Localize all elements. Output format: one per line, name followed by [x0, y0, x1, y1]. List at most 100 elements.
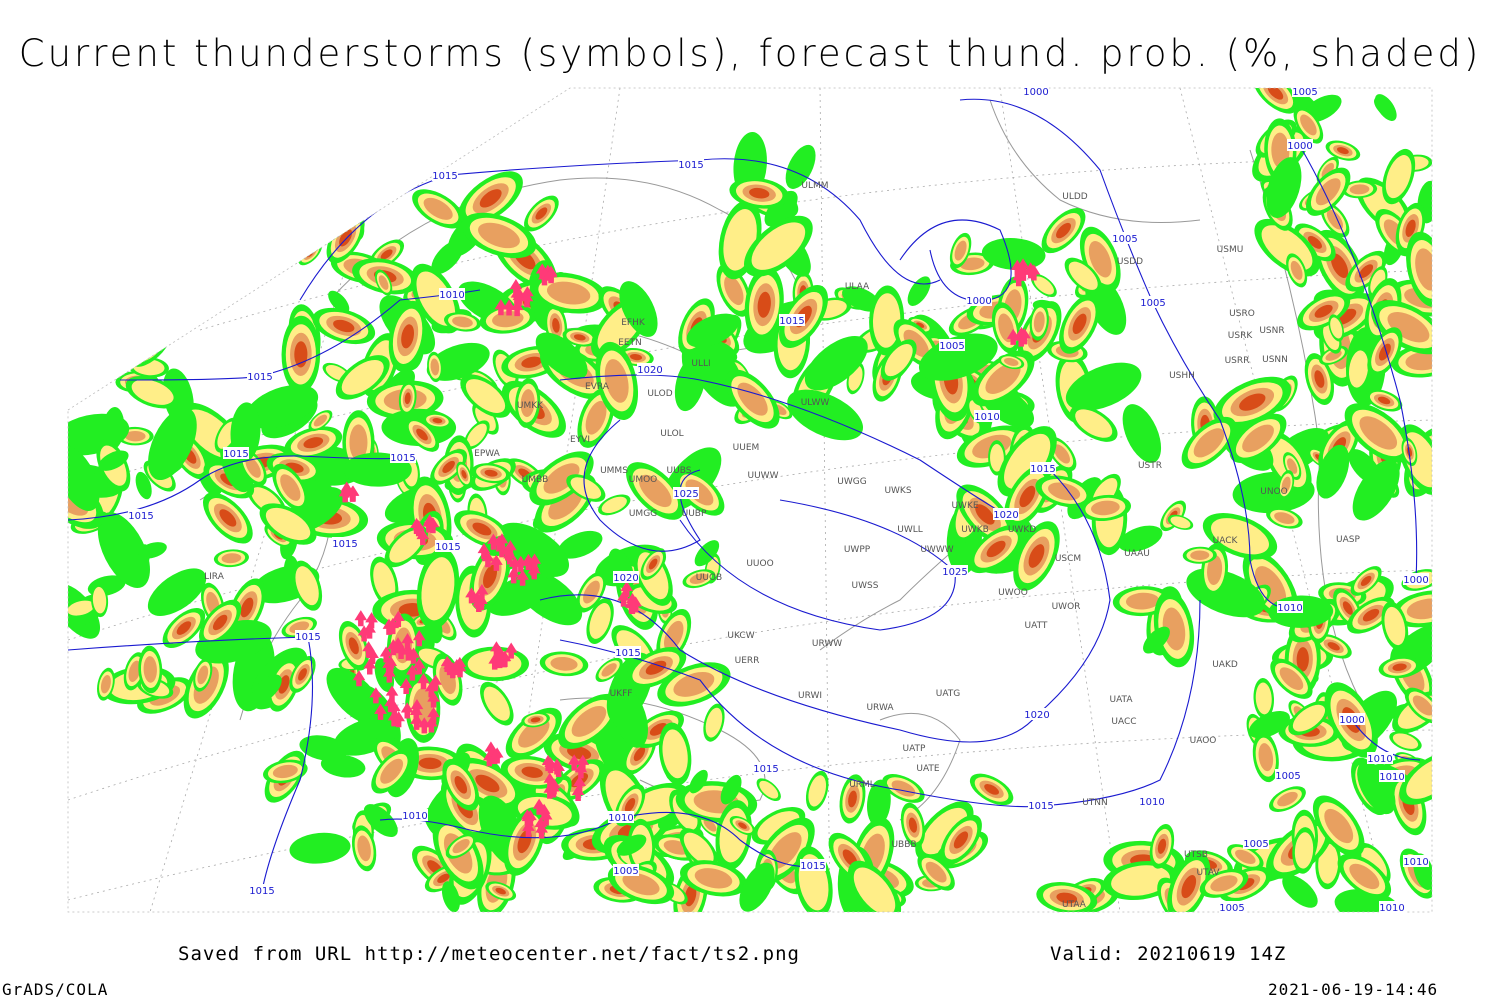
isobar-label: 1010 — [1379, 772, 1404, 783]
shade-blob — [1377, 396, 1391, 405]
isobar-label: 1015 — [615, 648, 640, 659]
shade-blob — [280, 474, 301, 501]
station-label: UTNN — [1082, 798, 1108, 808]
station-label: UWKB — [961, 525, 989, 535]
station-label: UWLL — [897, 525, 923, 535]
isobar-label: 1010 — [402, 811, 427, 822]
shade-blob — [1405, 219, 1416, 237]
shade-blob — [98, 450, 129, 471]
isobar-label: 1005 — [1275, 771, 1300, 782]
station-label: UUBS — [667, 466, 692, 476]
shade-blob — [1072, 313, 1087, 335]
station-label: UUWW — [748, 471, 779, 481]
shade-blob — [573, 334, 586, 341]
shade-blob — [1307, 235, 1322, 249]
shade-blob — [918, 333, 998, 381]
shade-blob — [601, 496, 627, 514]
shade-blob — [954, 240, 967, 261]
isobar-label: 1010 — [1403, 857, 1428, 868]
isobar-label: 1015 — [249, 886, 274, 897]
shade-blob — [1019, 485, 1036, 508]
shade-blob — [570, 477, 602, 499]
shade-blob — [148, 407, 197, 481]
shade-blob — [128, 660, 141, 682]
station-label: UAOO — [1190, 736, 1217, 746]
isobar-label: 1010 — [1277, 603, 1302, 614]
isobar-label: 1015 — [779, 316, 804, 327]
shade-blob — [100, 675, 111, 694]
shade-blob — [404, 392, 411, 405]
shade-blob — [546, 281, 591, 305]
shade-blob — [423, 197, 453, 220]
isobar-label: 1015 — [432, 171, 457, 182]
shade-blob — [638, 474, 672, 508]
shade-blob — [787, 389, 864, 441]
shade-blob — [143, 656, 157, 683]
shade-blob — [1033, 276, 1054, 295]
shade-blob — [1053, 444, 1070, 464]
station-label: USTR — [1138, 461, 1162, 471]
isobar-label: 1015 — [223, 449, 248, 460]
shade-blob — [1330, 253, 1349, 278]
station-label: UKCW — [727, 631, 754, 641]
station-label: URML — [849, 780, 875, 790]
timestamp: 2021-06-19-14:46 — [1268, 980, 1438, 999]
station-label: UWPP — [844, 545, 871, 555]
shade-blob — [645, 660, 667, 675]
shade-blob — [986, 540, 1006, 558]
shade-blob — [521, 356, 542, 368]
shade-blob — [689, 573, 709, 584]
shade-blob — [663, 620, 684, 651]
shade-blob — [97, 512, 150, 588]
station-label: UMBB — [522, 475, 549, 485]
station-label: UATE — [916, 764, 940, 774]
station-label: EVRA — [585, 382, 610, 392]
station-label: UWWW — [920, 545, 953, 555]
shade-blob — [530, 717, 541, 723]
shade-blob — [757, 291, 771, 318]
shade-blob — [1088, 241, 1112, 278]
station-label: ULWW — [801, 398, 830, 408]
station-label: UWOR — [1052, 602, 1081, 612]
shade-blob — [219, 509, 237, 527]
shade-blob — [380, 758, 404, 784]
shade-blob — [518, 719, 550, 748]
shade-blob — [520, 389, 535, 417]
shade-blob — [981, 237, 1046, 271]
isobar-label: 1010 — [608, 813, 633, 824]
shade-blob — [1003, 357, 1019, 366]
station-label: UAAU — [1124, 549, 1150, 559]
isobar-label: 1010 — [1379, 903, 1404, 914]
shade-blob — [724, 275, 744, 306]
shade-blob — [662, 729, 688, 779]
shade-blob — [221, 553, 242, 564]
station-label: UACC — [1111, 717, 1136, 727]
station-label: UATT — [1025, 621, 1048, 631]
shade-blob — [959, 257, 985, 271]
shade-blob — [705, 707, 723, 738]
isobar-label: 1020 — [637, 365, 662, 376]
shade-blob — [649, 723, 668, 736]
shade-blob — [472, 522, 492, 536]
isobar-label: 1025 — [673, 489, 698, 500]
shade-blob — [378, 275, 389, 290]
shade-blob — [303, 437, 324, 449]
shade-blob — [985, 362, 1021, 394]
isobar-label: 1020 — [1024, 710, 1049, 721]
shade-blob — [1385, 155, 1412, 199]
shade-blob — [289, 832, 351, 864]
isobar-label: 1010 — [1139, 797, 1164, 808]
shade-blob — [341, 359, 384, 395]
shade-blob — [975, 504, 995, 525]
isobar-label: 1005 — [939, 341, 964, 352]
isobar-label: 1015 — [390, 453, 415, 464]
station-label: UATG — [936, 689, 961, 699]
shade-blob — [535, 332, 588, 380]
station-label: USHH — [1169, 371, 1195, 381]
shade-blob — [294, 341, 308, 368]
station-label: LIRA — [204, 572, 225, 582]
station-label: ULAA — [845, 282, 870, 292]
station-label: ULMM — [801, 181, 828, 191]
isobar-label: 1010 — [974, 412, 999, 423]
shade-blob — [604, 359, 629, 403]
